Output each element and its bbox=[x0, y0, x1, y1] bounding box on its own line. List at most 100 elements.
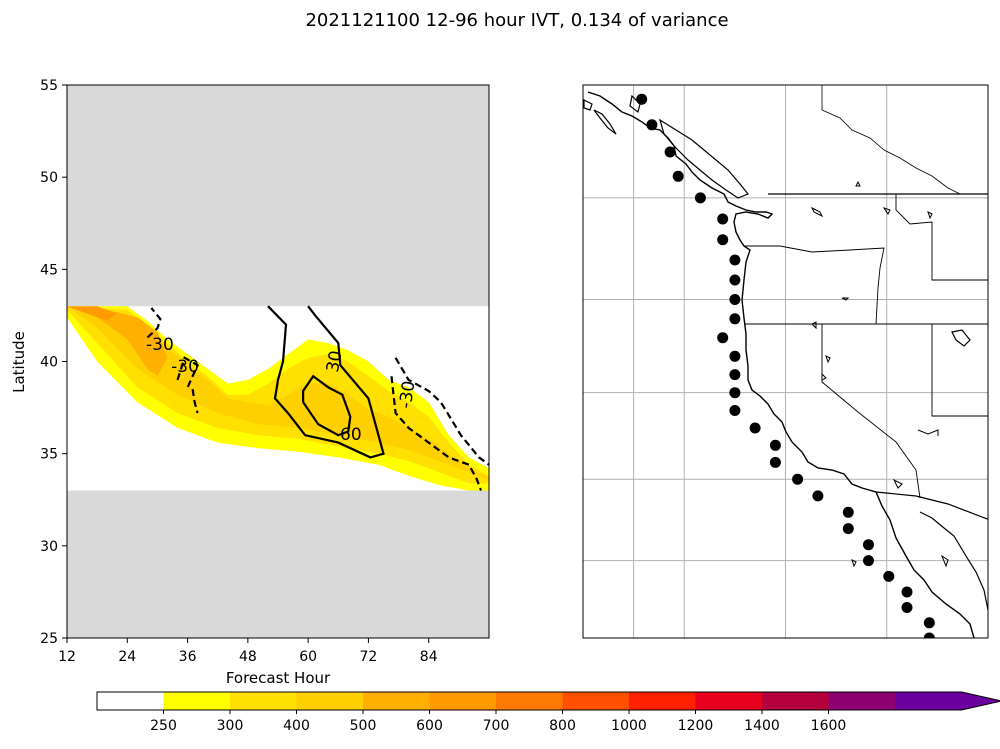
colorbar-tick-label: 1000 bbox=[611, 718, 647, 734]
colorbar: 250 300 400 500 600 700 800 1000 1200 1400 1600 bbox=[96, 691, 1000, 734]
vancouver-island bbox=[658, 118, 749, 199]
map-geography bbox=[583, 85, 988, 638]
station-markers bbox=[636, 93, 935, 638]
y-tick-label: 40 bbox=[40, 355, 58, 371]
station-marker bbox=[812, 490, 824, 502]
colorbar-segment bbox=[230, 692, 297, 710]
state-border-ca-nv bbox=[821, 324, 921, 499]
masked-region-north bbox=[67, 85, 489, 307]
y-tick-label: 35 bbox=[40, 447, 58, 463]
lake bbox=[927, 211, 933, 220]
colorbar-tick-label: 250 bbox=[150, 718, 177, 734]
station-marker bbox=[792, 473, 804, 485]
colorbar-tick-label: 1400 bbox=[744, 718, 780, 734]
station-marker bbox=[749, 422, 761, 434]
x-tick-label: 12 bbox=[58, 649, 76, 665]
station-marker bbox=[923, 632, 935, 638]
colorbar-tick-label: 1600 bbox=[811, 718, 847, 734]
station-marker bbox=[883, 570, 895, 582]
contour-label: 60 bbox=[340, 425, 362, 445]
figure-title: 2021121100 12-96 hour IVT, 0.134 of vari… bbox=[305, 10, 728, 31]
station-marker bbox=[729, 350, 741, 362]
y-tick-label: 25 bbox=[40, 631, 58, 647]
x-tick-label: 84 bbox=[420, 649, 438, 665]
contour-line-neg30 bbox=[394, 357, 489, 466]
contour-label: -30 bbox=[146, 335, 174, 355]
y-tick-label: 55 bbox=[40, 78, 58, 94]
y-axis-ticks: 25 30 35 40 45 50 55 bbox=[40, 78, 67, 647]
station-marker bbox=[729, 369, 741, 381]
station-marker bbox=[769, 456, 781, 468]
lake bbox=[917, 429, 939, 436]
masked-latitude-regions bbox=[67, 85, 489, 638]
colorbar-segment bbox=[762, 692, 829, 710]
colorbar-tick-label: 500 bbox=[350, 718, 377, 734]
station-marker bbox=[664, 146, 676, 158]
great-salt-lake bbox=[951, 329, 971, 347]
colorbar-segment bbox=[363, 692, 430, 710]
right-plot-frame bbox=[582, 84, 989, 639]
station-marker bbox=[646, 119, 658, 131]
x-tick-label: 24 bbox=[118, 649, 136, 665]
x-tick-label: 72 bbox=[360, 649, 378, 665]
station-marker bbox=[729, 387, 741, 399]
state-border-id bbox=[895, 194, 988, 281]
station-marker bbox=[717, 332, 729, 344]
province-border bbox=[821, 85, 961, 195]
y-axis-label: Latitude bbox=[10, 331, 28, 393]
colorbar-tick-label: 700 bbox=[483, 718, 510, 734]
colorbar-segment bbox=[895, 692, 962, 710]
island-fragment bbox=[593, 109, 617, 135]
colorbar-segment bbox=[163, 692, 231, 710]
colorbar-outline bbox=[96, 691, 1000, 711]
island-fragment bbox=[583, 99, 593, 111]
station-marker bbox=[863, 555, 874, 567]
contour-line-neg30 bbox=[146, 307, 162, 339]
contour-line-30 bbox=[267, 305, 385, 459]
colorbar-segment bbox=[97, 692, 164, 710]
lake bbox=[841, 297, 850, 301]
station-marker bbox=[694, 192, 706, 204]
colorbar-segment bbox=[828, 692, 896, 710]
island-fragment bbox=[851, 559, 857, 568]
lake bbox=[855, 180, 861, 187]
colorbar-segment bbox=[695, 692, 763, 710]
station-marker bbox=[901, 586, 913, 598]
ivt-fill-400 bbox=[67, 306, 489, 480]
x-axis-label: Forecast Hour bbox=[226, 669, 331, 687]
station-map-panel bbox=[582, 84, 989, 639]
station-marker bbox=[842, 523, 854, 535]
coastline bbox=[587, 91, 975, 638]
lake bbox=[810, 206, 824, 218]
variance-contour-lines bbox=[146, 305, 489, 491]
x-tick-label: 36 bbox=[179, 649, 197, 665]
ivt-filled-contours bbox=[67, 306, 489, 491]
station-marker bbox=[729, 294, 741, 305]
contour-line-neg30 bbox=[191, 388, 199, 414]
colorbar-tick-label: 800 bbox=[549, 718, 576, 734]
station-marker bbox=[636, 93, 648, 105]
map-graticule bbox=[583, 85, 988, 638]
lake bbox=[821, 372, 827, 381]
colorbar-segment bbox=[496, 692, 563, 710]
station-marker bbox=[729, 313, 741, 325]
contour-label: -30 bbox=[396, 380, 420, 410]
colorbar-tick-label: 600 bbox=[416, 718, 443, 734]
colorbar-tick-label: 300 bbox=[217, 718, 244, 734]
us-mexico-border bbox=[875, 491, 988, 520]
lake bbox=[825, 355, 831, 364]
y-tick-label: 45 bbox=[40, 262, 58, 278]
state-border-wa-or bbox=[744, 245, 885, 325]
station-marker bbox=[717, 234, 729, 246]
colorbar-segment bbox=[296, 692, 364, 710]
x-tick-label: 48 bbox=[239, 649, 257, 665]
station-marker bbox=[729, 405, 741, 416]
contour-label: 30 bbox=[323, 349, 346, 374]
lake bbox=[892, 478, 903, 489]
station-marker bbox=[863, 539, 874, 551]
contour-line-neg30 bbox=[390, 376, 483, 491]
station-marker bbox=[729, 254, 741, 266]
